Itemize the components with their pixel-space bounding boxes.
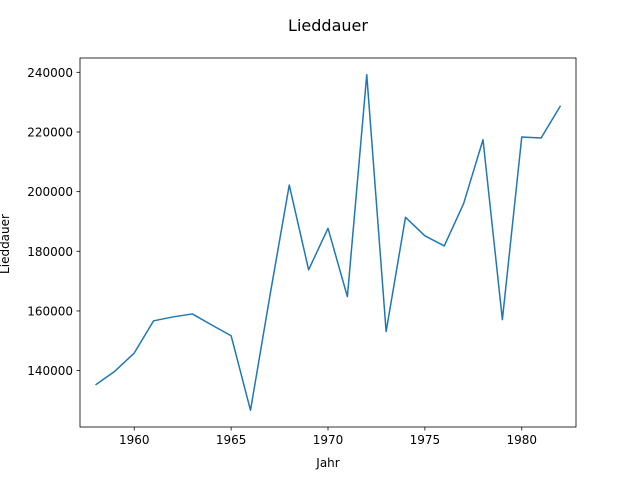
y-tick-label: 160000 <box>27 304 73 318</box>
series-line-0 <box>95 73 562 412</box>
y-tick-label: 220000 <box>27 125 73 139</box>
y-axis-label: Lieddauer <box>0 214 12 274</box>
y-tick-label: 140000 <box>27 364 73 378</box>
x-axis-label: Jahr <box>315 456 339 470</box>
y-tick-label: 180000 <box>27 245 73 259</box>
x-tick-label: 1970 <box>313 433 344 447</box>
x-tick-label: 1965 <box>216 433 247 447</box>
y-tick-label: 200000 <box>27 185 73 199</box>
chart-title: Lieddauer <box>288 16 368 35</box>
plot-area: 1960 1965 1970 1975 1980 140000 160000 180000 20… <box>27 57 577 447</box>
x-tick-label: 1980 <box>506 433 537 447</box>
x-tick-label: 1960 <box>119 433 150 447</box>
x-tick-label: 1975 <box>410 433 441 447</box>
y-tick-label: 240000 <box>27 66 73 80</box>
